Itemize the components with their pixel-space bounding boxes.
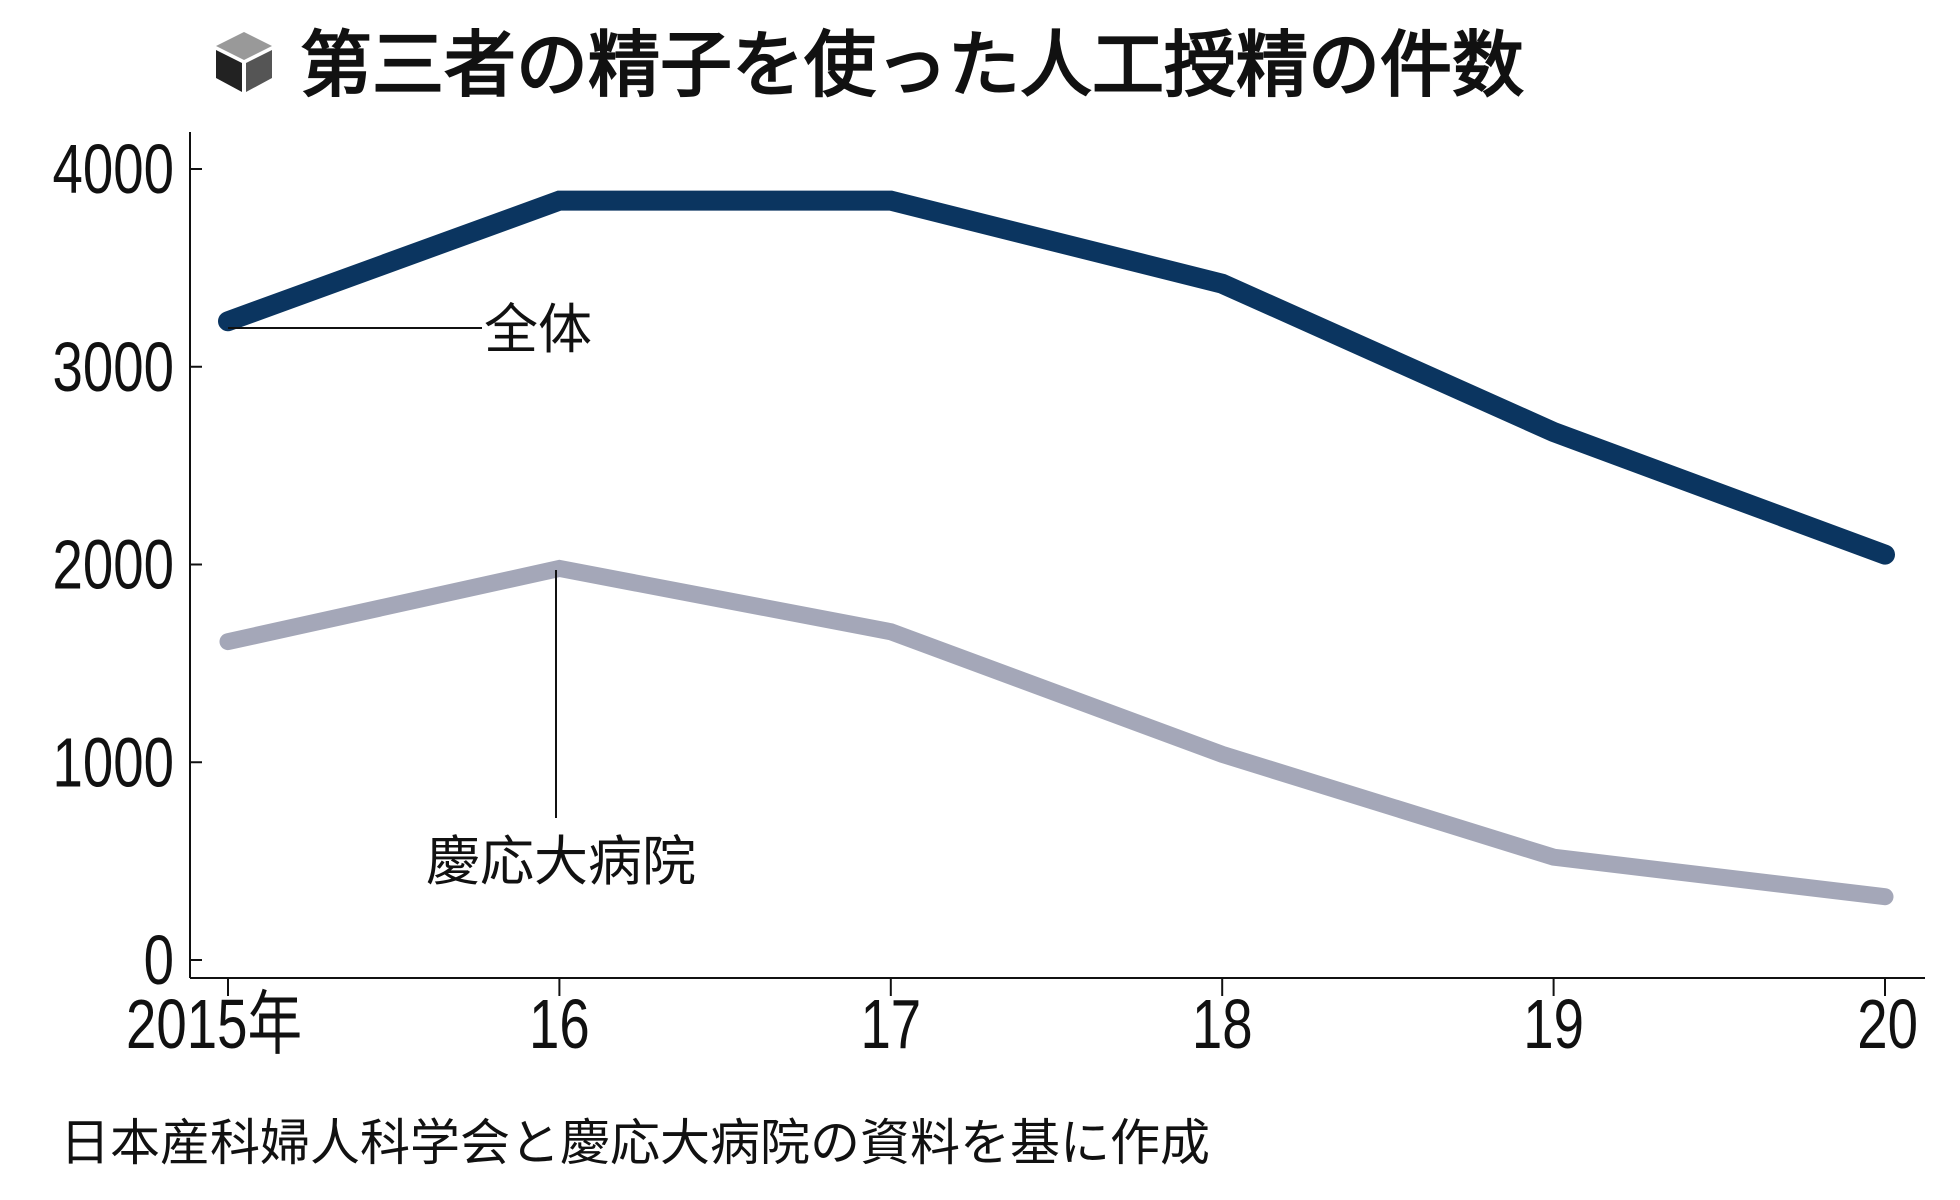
series-label-keio: 慶応大病院 bbox=[426, 830, 696, 893]
chart-title: 第三者の精子を使った人工授精の件数 bbox=[300, 23, 1524, 107]
series-line-1 bbox=[219, 559, 1894, 906]
x-tick-label: 20 bbox=[1857, 986, 1918, 1064]
x-tick-label: 18 bbox=[1192, 986, 1253, 1064]
source-note: 日本産科婦人科学会と慶応大病院の資料を基に作成 bbox=[60, 1114, 1210, 1172]
x-tick-label: 17 bbox=[860, 986, 921, 1064]
series-label-total: 全体 bbox=[484, 298, 592, 361]
title-cube-icon bbox=[216, 32, 272, 92]
x-tick-label: 2015年 bbox=[126, 986, 302, 1064]
y-tick-label: 2000 bbox=[53, 526, 174, 604]
y-tick-label: 0 bbox=[144, 922, 174, 1000]
y-tick-label: 3000 bbox=[53, 328, 174, 406]
series-line-0 bbox=[218, 190, 1895, 565]
x-tick-label: 16 bbox=[529, 986, 590, 1064]
y-tick-label: 4000 bbox=[53, 131, 174, 209]
y-tick-label: 1000 bbox=[53, 724, 174, 802]
x-tick-label: 19 bbox=[1523, 986, 1584, 1064]
